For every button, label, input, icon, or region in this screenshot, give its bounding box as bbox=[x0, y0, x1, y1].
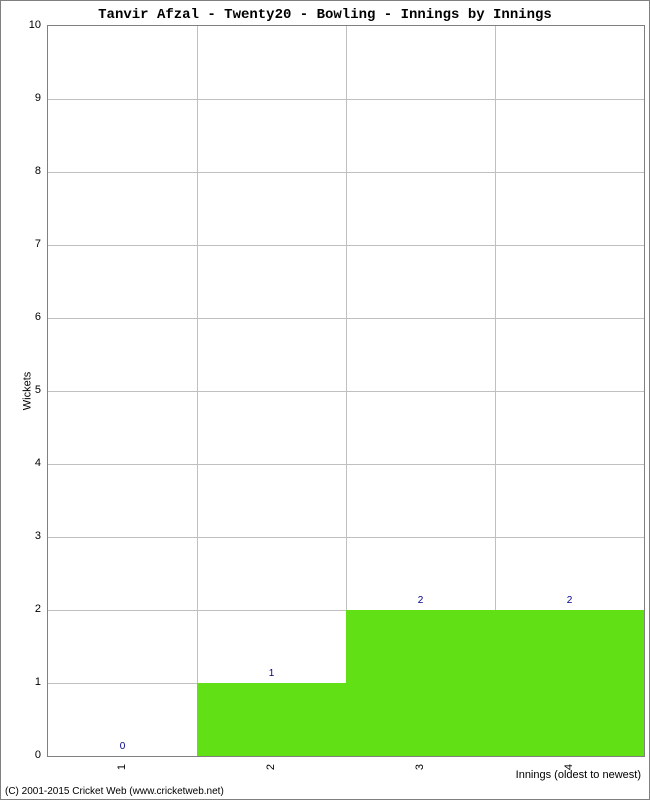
ytick-label: 5 bbox=[11, 384, 41, 396]
gridline-v bbox=[197, 26, 198, 756]
ytick-label: 7 bbox=[11, 238, 41, 250]
ytick-label: 8 bbox=[11, 165, 41, 177]
bar bbox=[346, 610, 495, 756]
ytick-label: 1 bbox=[11, 676, 41, 688]
xtick-label: 3 bbox=[414, 764, 426, 770]
ytick-label: 3 bbox=[11, 530, 41, 542]
xtick-label: 4 bbox=[563, 764, 575, 770]
xtick-label: 2 bbox=[265, 764, 277, 770]
ytick-label: 10 bbox=[11, 19, 41, 31]
bar bbox=[495, 610, 644, 756]
chart-container: Tanvir Afzal - Twenty20 - Bowling - Inni… bbox=[0, 0, 650, 800]
bar-value-label: 1 bbox=[269, 668, 275, 679]
chart-title: Tanvir Afzal - Twenty20 - Bowling - Inni… bbox=[1, 7, 649, 23]
bar-value-label: 2 bbox=[418, 595, 424, 606]
ytick-label: 2 bbox=[11, 603, 41, 615]
bar-value-label: 2 bbox=[567, 595, 573, 606]
bar-value-label: 0 bbox=[120, 741, 126, 752]
ytick-label: 4 bbox=[11, 457, 41, 469]
ytick-label: 0 bbox=[11, 749, 41, 761]
x-axis-label: Innings (oldest to newest) bbox=[516, 769, 641, 781]
plot-area: 0 1 2 2 bbox=[47, 25, 645, 757]
xtick-label: 1 bbox=[116, 764, 128, 770]
ytick-label: 6 bbox=[11, 311, 41, 323]
ytick-label: 9 bbox=[11, 92, 41, 104]
copyright-text: (C) 2001-2015 Cricket Web (www.cricketwe… bbox=[5, 786, 224, 797]
bar bbox=[197, 683, 346, 756]
